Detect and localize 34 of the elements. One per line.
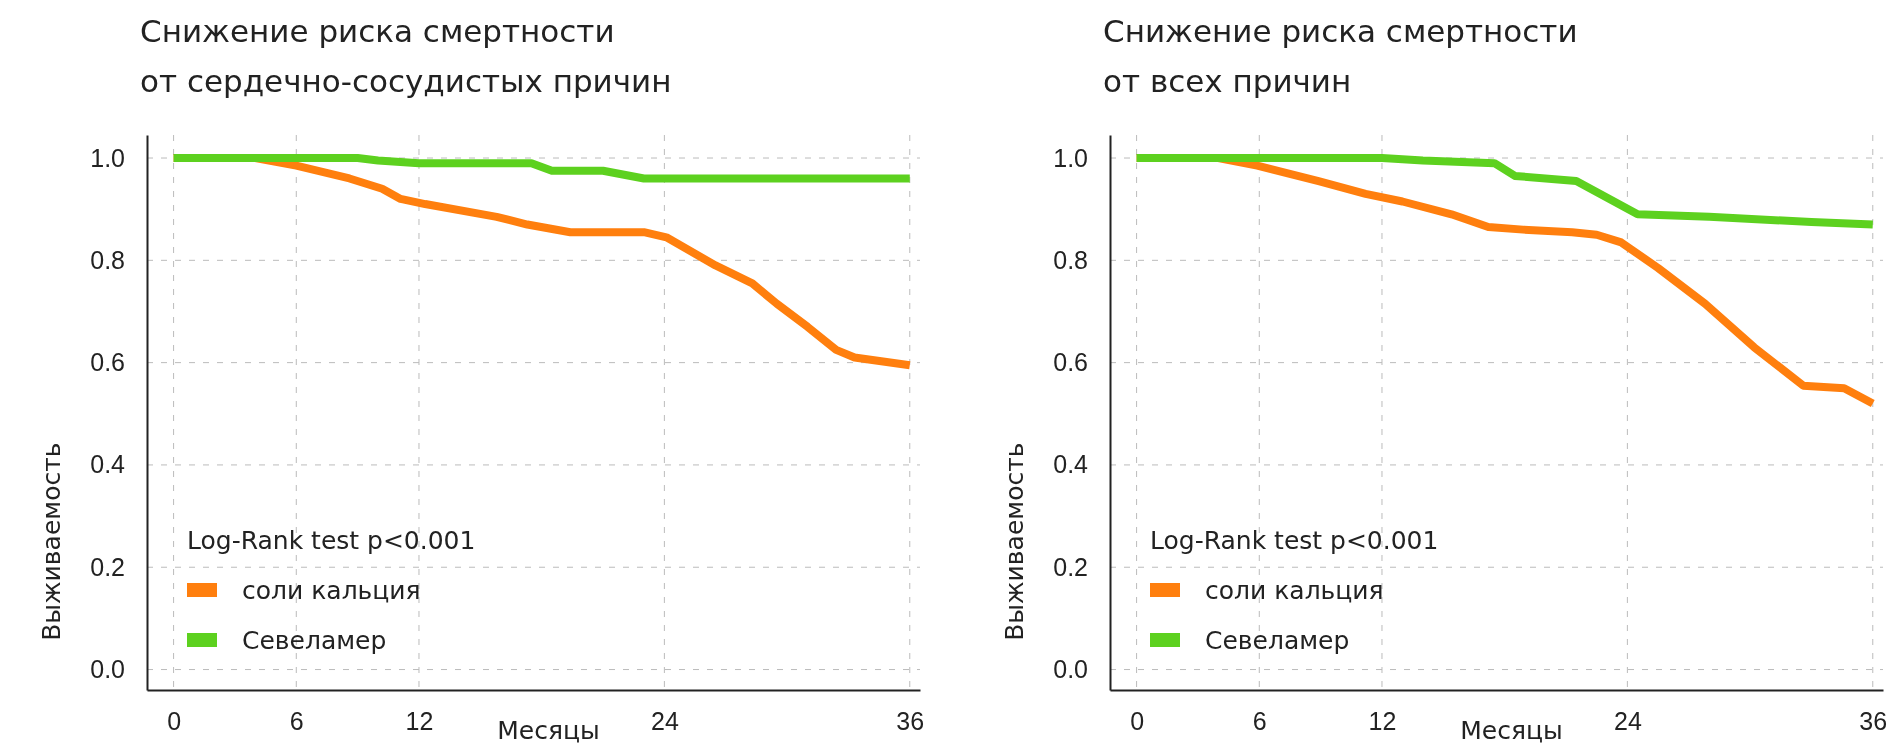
legend-label: соли кальция: [1205, 576, 1384, 605]
y-tick-label: 1.0: [90, 143, 125, 172]
x-axis-title: Месяцы: [1460, 716, 1563, 745]
y-tick-label: 0.2: [1053, 552, 1088, 581]
y-tick-label: 0.0: [1053, 655, 1088, 684]
legend-label: Севеламер: [1205, 626, 1350, 655]
legend-title: Log-Rank test p<0.001: [187, 526, 476, 555]
legend-label: соли кальция: [242, 576, 421, 605]
chart-title: Снижение риска смертности от сердечно-сосудистых причин: [140, 13, 672, 99]
x-tick-label: 36: [896, 706, 925, 735]
x-tick-label: 6: [1252, 706, 1267, 735]
x-tick-label: 12: [1368, 706, 1397, 735]
x-axis-title: Месяцы: [497, 716, 600, 745]
y-tick-label: 0.6: [1053, 348, 1088, 377]
y-tick-label: 1.0: [1053, 143, 1088, 172]
y-tick-label: 0.2: [90, 552, 125, 581]
chart-title: Снижение риска смертности от всех причин: [1103, 13, 1578, 99]
x-tick-label: 36: [1859, 706, 1888, 735]
legend-title: Log-Rank test p<0.001: [1150, 526, 1439, 555]
y-tick-label: 0.6: [90, 348, 125, 377]
y-axis-title: Выживаемость: [1000, 442, 1029, 641]
y-tick-label: 0.8: [90, 245, 125, 274]
y-tick-label: 0.4: [90, 450, 126, 479]
y-tick-label: 0.4: [1053, 450, 1089, 479]
legend-label: Севеламер: [242, 626, 387, 655]
y-axis-title: Выживаемость: [37, 442, 66, 641]
x-tick-label: 24: [1613, 706, 1642, 735]
x-tick-label: 0: [167, 706, 182, 735]
x-tick-label: 0: [1130, 706, 1145, 735]
x-tick-label: 6: [289, 706, 304, 735]
y-tick-label: 0.0: [90, 655, 125, 684]
x-tick-label: 24: [650, 706, 679, 735]
x-tick-label: 12: [405, 706, 434, 735]
y-tick-label: 0.8: [1053, 245, 1088, 274]
